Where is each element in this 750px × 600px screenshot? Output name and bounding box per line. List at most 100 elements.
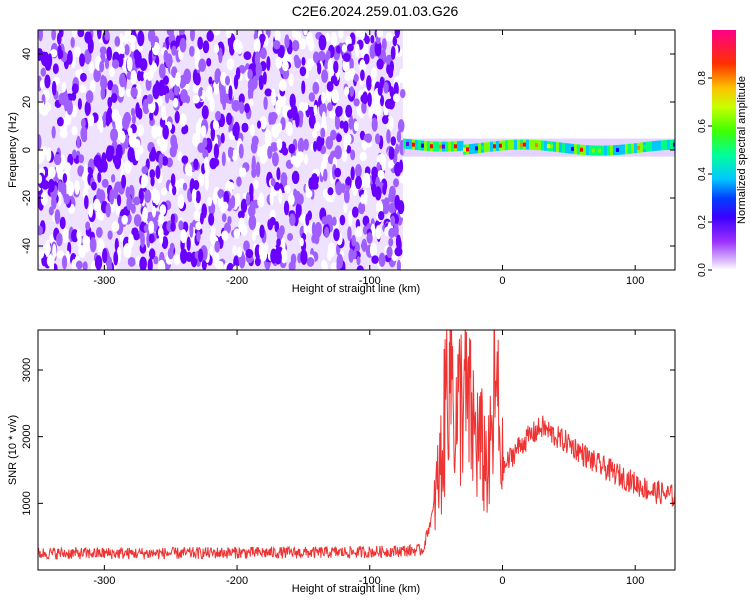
heatmap-cell [576,144,581,155]
heatmap-cell [259,33,266,43]
heatmap-cell [228,85,233,101]
heatmap-cell [308,92,316,102]
heatmap-cell [349,58,354,71]
heatmap-cell [149,169,156,179]
heatmap-cell [162,75,170,86]
heatmap-cell [331,89,340,104]
heatmap-cell [235,67,241,80]
heatmap-cell [353,98,360,107]
heatmap-cell [173,83,180,96]
heatmap-cell [238,93,245,105]
heatmap-cell [612,145,617,156]
heatmap-cell [317,62,322,75]
heatmap-cell [651,144,656,149]
heatmap-cell [238,101,245,114]
heatmap-cell [180,229,187,244]
heatmap-cell [501,140,506,151]
heatmap-cell [378,211,385,221]
heatmap-cell [111,221,120,232]
heatmap-cell [270,111,278,121]
heatmap-cell [96,238,105,253]
heatmap-cell [172,97,179,108]
heatmap-cell [388,190,396,203]
heatmap-cell [107,262,113,270]
heatmap-cell [93,154,102,168]
heatmap-cell [306,256,315,267]
heatmap-cell [363,172,371,189]
heatmap-cell [179,248,188,264]
heatmap-cell [325,193,334,203]
heatmap-cell [339,120,345,129]
heatmap-cell [146,94,154,105]
colorbar-tick-label: 0.2 [697,215,708,229]
heatmap-cell [227,215,232,225]
x-tick-label: 0 [499,275,505,287]
heatmap-cell [474,146,479,151]
heatmap-cell [85,90,94,104]
heatmap-cell [343,200,348,214]
heatmap-cell [305,213,310,226]
heatmap-cell [390,46,396,60]
heatmap-cell [269,216,276,226]
snr-panel: -300 -200 -100 0 100 1000 2000 3000 Height of … [7,329,676,595]
heatmap-cell [349,86,354,97]
heatmap-cell [331,216,337,227]
heatmap-cell [432,141,437,152]
heatmap-cell [104,57,110,70]
heatmap-cell [40,191,48,206]
heatmap-cell [58,30,64,38]
heatmap-cell [420,143,425,148]
heatmap-cell [47,178,55,193]
heatmap-cell [99,60,105,73]
heatmap-cell [639,142,644,153]
heatmap-cell [213,158,220,167]
heatmap-cell [241,167,247,178]
heatmap-cell [429,144,434,149]
heatmap-cell [170,221,176,232]
heatmap-cell [170,213,176,224]
heatmap-cell [370,34,375,44]
heatmap-cell [234,192,241,207]
heatmap-cell [276,238,281,247]
colorbar-tick-label: 0.8 [697,71,708,85]
heatmap-cell [370,67,377,80]
heatmap-cell [355,226,363,238]
heatmap-cell [66,181,75,197]
heatmap-cell [399,68,405,82]
heatmap-cell [44,74,51,89]
heatmap-cell [212,30,221,36]
heatmap-cell [299,66,307,77]
heatmap-cell [75,69,82,78]
heatmap-cell [355,43,360,58]
y-tick-label: 2000 [21,424,33,448]
heatmap-cell [87,113,95,127]
heatmap-cell [72,149,77,159]
heatmap-cell [80,118,86,129]
heatmap-cell [373,100,380,116]
heatmap-cell [245,248,254,259]
heatmap-cell [618,144,623,155]
heatmap-cell [50,49,58,58]
heatmap-cell [80,126,88,142]
heatmap-cell [277,45,285,59]
heatmap-cell [182,182,188,191]
heatmap-cell [321,69,329,83]
heatmap-cell [64,162,72,173]
x-tick-label: -200 [226,575,248,587]
heatmap-cell [284,34,290,49]
heatmap-cell [552,141,557,152]
heatmap-cell [251,135,259,147]
heatmap-cell [259,47,267,60]
heatmap-cell [301,80,306,95]
heatmap-cell [657,143,662,148]
heatmap-cell [582,144,587,155]
heatmap-cell [330,31,338,48]
heatmap-cell [453,144,458,149]
x-tick-label: 0 [499,575,505,587]
heatmap-cell [489,141,494,152]
heatmap-cell [57,180,63,193]
heatmap-cell [627,143,632,154]
heatmap-cell [513,139,518,150]
heatmap-cell [367,92,372,107]
heatmap-cell [276,167,281,181]
